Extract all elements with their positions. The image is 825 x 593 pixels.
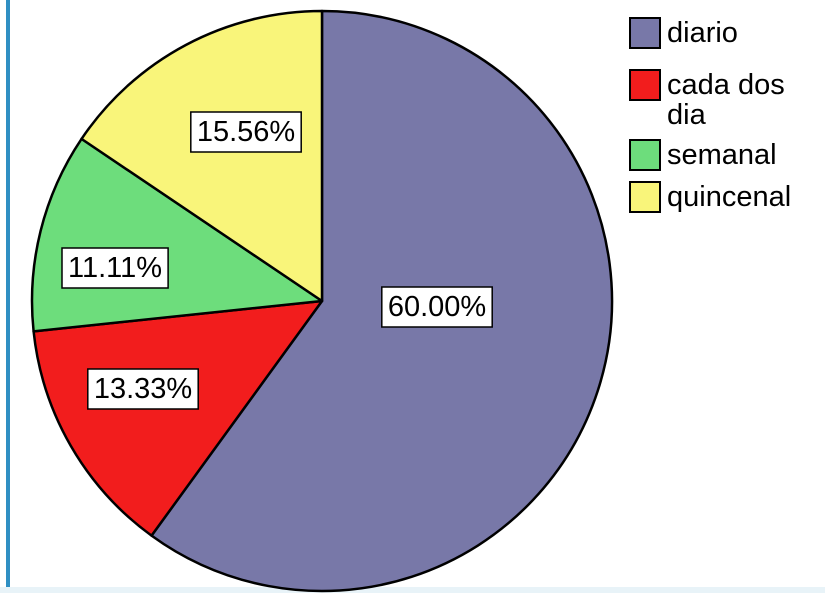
pie-slices [30, 9, 614, 593]
left-border-rule [6, 0, 10, 593]
bottom-border-band [0, 587, 825, 593]
legend-label: quincenal [667, 181, 791, 213]
slice-label-box [61, 247, 169, 289]
slice-label-box [190, 111, 302, 153]
legend-label: cada dos [667, 69, 785, 101]
slice-label-diario: 60.00% [381, 286, 493, 328]
legend-label: diario [667, 17, 738, 49]
slice-label-quincenal: 15.56% [190, 111, 302, 153]
slice-label-text: 60.00% [388, 291, 486, 323]
slice-label-semanal: 11.11% [61, 247, 169, 289]
slice-label-text: 15.56% [197, 116, 295, 148]
legend-label: dia [667, 99, 707, 131]
slice-labels: 60.00% 13.33% 11.11% 15.56% [61, 111, 493, 410]
slice-label-box [87, 368, 199, 410]
legend-item-semanal: semanal [629, 139, 777, 171]
legend-item-diario: diario [629, 17, 738, 49]
slice-label-cada-dos-dia: 13.33% [87, 368, 199, 410]
legend-swatch [629, 139, 661, 171]
slice-label-text: 13.33% [94, 373, 192, 405]
pie-slice-cada-dos-dia [32, 299, 324, 537]
legend-swatch [629, 181, 661, 213]
legend-item-quincenal: quincenal [629, 181, 791, 213]
legend-swatch [629, 69, 661, 101]
legend-swatch [629, 17, 661, 49]
legend-label: semanal [667, 139, 777, 171]
slice-label-box [381, 286, 493, 328]
slice-label-text: 11.11% [68, 252, 162, 284]
pie-slice-quincenal [80, 9, 324, 303]
